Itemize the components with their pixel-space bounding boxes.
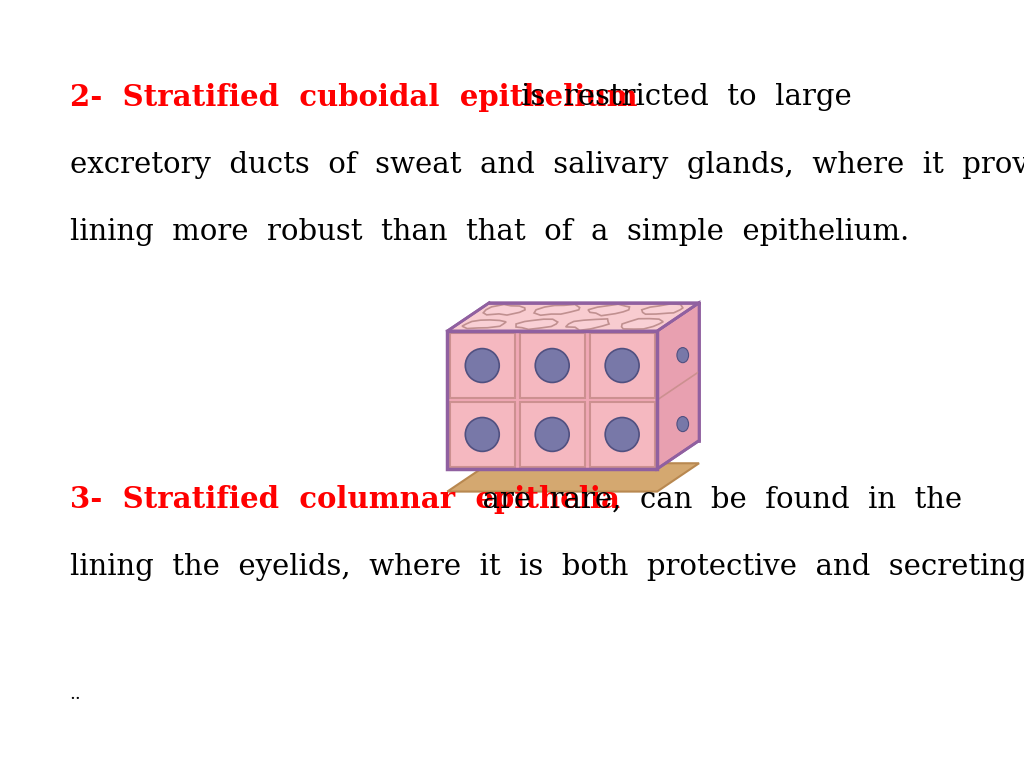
Polygon shape <box>622 319 664 329</box>
Ellipse shape <box>605 349 639 382</box>
FancyBboxPatch shape <box>590 402 654 467</box>
FancyBboxPatch shape <box>519 333 585 398</box>
Ellipse shape <box>677 348 688 362</box>
Text: ..: .. <box>70 685 81 703</box>
FancyBboxPatch shape <box>519 402 585 467</box>
Polygon shape <box>657 303 699 469</box>
FancyBboxPatch shape <box>450 333 515 398</box>
Text: lining  the  eyelids,  where  it  is  both  protective  and  secreting.: lining the eyelids, where it is both pro… <box>70 553 1024 581</box>
FancyBboxPatch shape <box>590 333 654 398</box>
Polygon shape <box>462 320 506 329</box>
Polygon shape <box>447 331 657 469</box>
Polygon shape <box>447 303 699 331</box>
Ellipse shape <box>536 349 569 382</box>
Text: are  rare,  can  be  found  in  the: are rare, can be found in the <box>464 485 962 513</box>
Polygon shape <box>588 304 630 316</box>
Ellipse shape <box>465 349 500 382</box>
Polygon shape <box>535 304 580 315</box>
Ellipse shape <box>465 418 500 452</box>
Text: lining  more  robust  than  that  of  a  simple  epithelium.: lining more robust than that of a simple… <box>70 218 909 246</box>
FancyBboxPatch shape <box>450 402 515 467</box>
Polygon shape <box>642 304 683 314</box>
Polygon shape <box>516 319 558 329</box>
Polygon shape <box>483 304 525 315</box>
Ellipse shape <box>677 416 688 432</box>
Text: excretory  ducts  of  sweat  and  salivary  glands,  where  it  provides  a: excretory ducts of sweat and salivary gl… <box>70 151 1024 178</box>
Ellipse shape <box>605 418 639 452</box>
Text: 2-  Stratified  cuboidal  epithelium: 2- Stratified cuboidal epithelium <box>70 83 637 112</box>
Ellipse shape <box>536 418 569 452</box>
Polygon shape <box>447 463 699 492</box>
Text: 3-  Stratified  columnar  epithelia: 3- Stratified columnar epithelia <box>70 485 620 515</box>
Polygon shape <box>565 319 609 330</box>
Text: is  restricted  to  large: is restricted to large <box>512 83 852 111</box>
